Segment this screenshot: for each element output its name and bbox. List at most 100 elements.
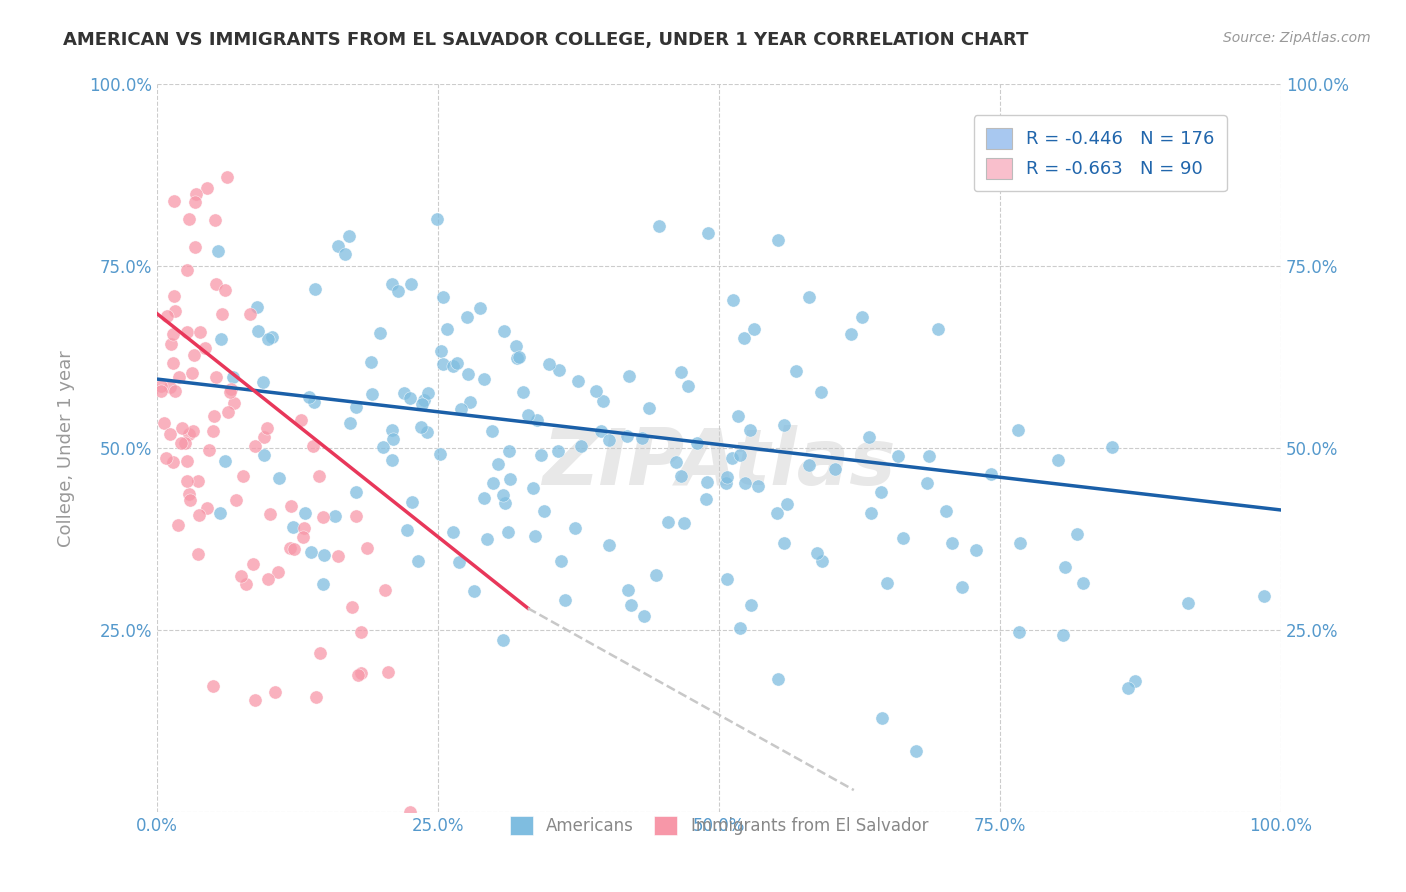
Point bbox=[799, 458, 821, 472]
Point bbox=[432, 290, 454, 304]
Point bbox=[406, 554, 429, 568]
Point bbox=[214, 283, 236, 297]
Point bbox=[872, 711, 894, 725]
Point bbox=[869, 485, 891, 500]
Point bbox=[160, 337, 183, 351]
Point bbox=[399, 277, 422, 291]
Point bbox=[1008, 536, 1031, 550]
Point bbox=[1066, 527, 1088, 541]
Point bbox=[290, 413, 312, 427]
Point bbox=[184, 186, 207, 201]
Point bbox=[314, 548, 336, 562]
Text: AMERICAN VS IMMIGRANTS FROM EL SALVADOR COLLEGE, UNDER 1 YEAR CORRELATION CHART: AMERICAN VS IMMIGRANTS FROM EL SALVADOR … bbox=[63, 31, 1029, 49]
Point bbox=[259, 507, 281, 521]
Point bbox=[633, 608, 655, 623]
Point bbox=[716, 572, 738, 586]
Point bbox=[344, 508, 367, 523]
Point bbox=[671, 469, 693, 483]
Point bbox=[184, 240, 207, 254]
Point bbox=[339, 416, 361, 430]
Point bbox=[184, 194, 207, 209]
Point bbox=[766, 506, 789, 520]
Point bbox=[278, 541, 301, 556]
Point bbox=[436, 322, 458, 336]
Point bbox=[905, 744, 928, 758]
Point bbox=[381, 432, 404, 446]
Y-axis label: College, Under 1 year: College, Under 1 year bbox=[58, 350, 75, 547]
Point bbox=[328, 549, 350, 563]
Point bbox=[811, 554, 834, 568]
Point bbox=[747, 478, 769, 492]
Point bbox=[616, 429, 638, 443]
Point bbox=[695, 492, 717, 507]
Point bbox=[381, 277, 404, 292]
Point bbox=[176, 262, 198, 277]
Point bbox=[170, 435, 193, 450]
Point bbox=[211, 306, 233, 320]
Point bbox=[766, 673, 789, 687]
Point bbox=[159, 427, 181, 442]
Point bbox=[205, 369, 228, 384]
Point bbox=[1177, 596, 1199, 610]
Text: ZIPAtlas: ZIPAtlas bbox=[543, 425, 896, 500]
Point bbox=[280, 499, 302, 513]
Point bbox=[728, 448, 751, 462]
Point bbox=[432, 357, 454, 371]
Point bbox=[299, 544, 322, 558]
Point bbox=[166, 518, 188, 533]
Point bbox=[768, 233, 790, 247]
Point bbox=[302, 439, 325, 453]
Point bbox=[243, 439, 266, 453]
Point bbox=[506, 351, 529, 365]
Point bbox=[176, 474, 198, 488]
Point bbox=[239, 307, 262, 321]
Point bbox=[1101, 440, 1123, 454]
Point bbox=[229, 569, 252, 583]
Point bbox=[207, 244, 229, 258]
Point bbox=[860, 506, 883, 520]
Point bbox=[267, 565, 290, 579]
Point bbox=[360, 355, 382, 369]
Point bbox=[738, 423, 761, 437]
Point bbox=[377, 665, 399, 679]
Point bbox=[935, 504, 957, 518]
Point bbox=[645, 568, 668, 582]
Point bbox=[876, 575, 898, 590]
Point bbox=[202, 424, 225, 438]
Point bbox=[446, 356, 468, 370]
Point bbox=[482, 476, 505, 491]
Point bbox=[195, 180, 218, 194]
Point bbox=[494, 324, 516, 338]
Point bbox=[447, 555, 470, 569]
Point bbox=[1253, 589, 1275, 603]
Point bbox=[430, 343, 453, 358]
Point bbox=[824, 462, 846, 476]
Point bbox=[716, 469, 738, 483]
Point bbox=[179, 493, 201, 508]
Point bbox=[638, 401, 661, 416]
Point bbox=[204, 212, 226, 227]
Point bbox=[263, 684, 285, 698]
Point bbox=[392, 385, 415, 400]
Point bbox=[183, 347, 205, 361]
Point bbox=[740, 598, 762, 612]
Point bbox=[398, 391, 420, 405]
Point bbox=[339, 229, 361, 244]
Point bbox=[195, 501, 218, 516]
Point bbox=[592, 394, 614, 409]
Point bbox=[858, 430, 880, 444]
Point bbox=[162, 327, 184, 342]
Point bbox=[893, 532, 915, 546]
Point bbox=[773, 535, 796, 549]
Text: Source: ZipAtlas.com: Source: ZipAtlas.com bbox=[1223, 31, 1371, 45]
Point bbox=[494, 496, 516, 510]
Point bbox=[927, 322, 949, 336]
Point bbox=[1123, 673, 1146, 688]
Point bbox=[298, 390, 321, 404]
Point bbox=[481, 424, 503, 438]
Point bbox=[214, 454, 236, 468]
Point bbox=[253, 448, 276, 462]
Point bbox=[631, 431, 654, 445]
Point bbox=[312, 509, 335, 524]
Point bbox=[915, 476, 938, 491]
